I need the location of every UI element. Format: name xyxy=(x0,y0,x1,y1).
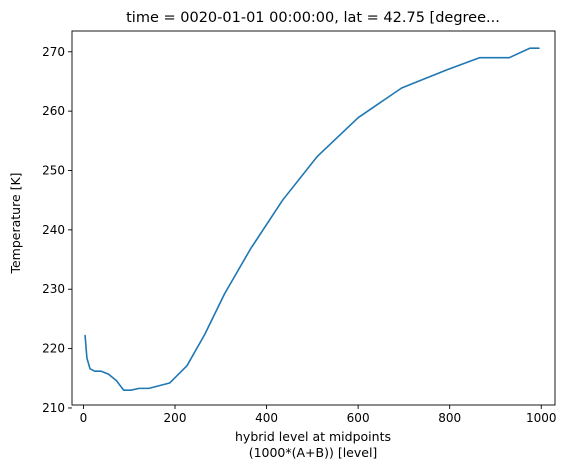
y-axis-label: Temperature [K] xyxy=(8,172,23,274)
x-tick-label: 400 xyxy=(255,411,278,425)
x-tick-label: 200 xyxy=(164,411,187,425)
y-tick-label: 230 xyxy=(42,282,65,296)
y-tick-label: 240 xyxy=(42,223,65,237)
x-axis-label-line1: hybrid level at midpoints xyxy=(235,429,391,444)
x-tick-label: 0 xyxy=(80,411,88,425)
series-line-0 xyxy=(84,47,540,391)
x-axis-label-line2: (1000*(A+B)) [level] xyxy=(249,445,378,460)
x-tick-label: 600 xyxy=(347,411,370,425)
chart-title: time = 0020-01-01 00:00:00, lat = 42.75 … xyxy=(126,10,500,26)
y-tick-label: 250 xyxy=(42,164,65,178)
x-tick-label: 1000 xyxy=(526,411,557,425)
plot-frame xyxy=(71,30,556,406)
y-tick-label: 220 xyxy=(42,342,65,356)
y-tick-label: 260 xyxy=(42,104,65,118)
x-tick-label: 800 xyxy=(438,411,461,425)
y-tick-label: 210 xyxy=(42,401,65,415)
y-tick-label: 270 xyxy=(42,45,65,59)
plot-area: 0 200 400 600 800 1000 210 220 230 240 250 260 270 xyxy=(42,30,557,425)
